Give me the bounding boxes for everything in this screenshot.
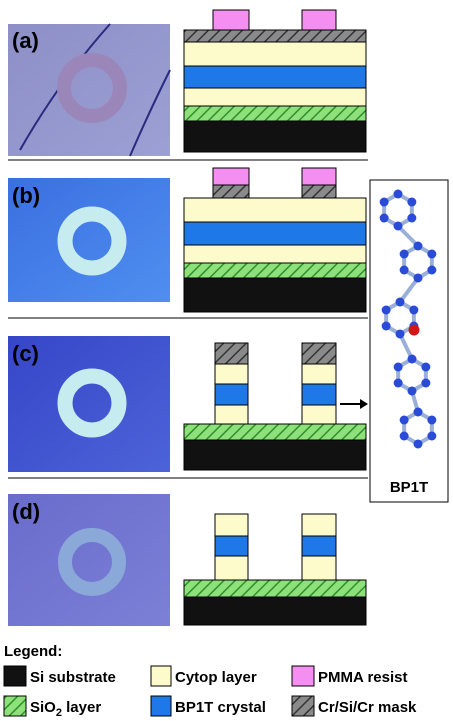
atom	[393, 378, 403, 388]
bond	[398, 333, 414, 360]
atom	[381, 305, 391, 315]
atom	[395, 329, 405, 339]
schematic-d	[183, 513, 367, 626]
panel-label: (c)	[12, 341, 39, 366]
molecule-box	[369, 179, 449, 503]
legend-subscript: 2	[56, 707, 62, 719]
atom	[393, 189, 403, 199]
schematic-b	[183, 167, 367, 313]
legend-title: Legend:	[4, 643, 62, 660]
atom	[399, 249, 409, 259]
atom	[407, 197, 417, 207]
legend-label: PMMA resist	[318, 669, 407, 686]
bond	[396, 224, 420, 248]
atom	[427, 415, 437, 425]
legend-label: SiO2 layer	[30, 699, 101, 719]
legend-label: Cr/Si/Cr mask	[318, 699, 417, 716]
atom	[413, 439, 423, 449]
atom	[379, 197, 389, 207]
atom	[393, 221, 403, 231]
schematic-c	[183, 342, 367, 471]
atom	[399, 265, 409, 275]
atom	[407, 354, 417, 364]
atom	[399, 415, 409, 425]
atom	[427, 265, 437, 275]
panel-label: (a)	[12, 28, 39, 53]
atom	[407, 386, 417, 396]
atom	[381, 321, 391, 331]
photos	[8, 23, 171, 626]
atom	[413, 407, 423, 417]
bond	[398, 276, 420, 304]
legend-label: Si substrate	[30, 669, 116, 686]
panel-label: (d)	[12, 499, 40, 524]
atom	[379, 213, 389, 223]
legend-text: SiO	[30, 699, 56, 716]
atom	[395, 297, 405, 307]
legend-label: BP1T crystal	[175, 699, 266, 716]
atom	[421, 362, 431, 372]
legend-swatches	[3, 665, 315, 717]
atom	[399, 431, 409, 441]
atom	[413, 241, 423, 251]
atom	[427, 431, 437, 441]
atom	[393, 362, 403, 372]
molecule-label: BP1T	[390, 479, 428, 496]
legend-label: Cytop layer	[175, 669, 257, 686]
schematic-a	[183, 9, 367, 153]
separators	[8, 159, 368, 479]
molecule	[379, 189, 437, 449]
atom	[408, 324, 420, 336]
arrow-head	[360, 399, 368, 409]
panel-label: (b)	[12, 183, 40, 208]
atom	[427, 249, 437, 259]
atom	[421, 378, 431, 388]
atom	[407, 213, 417, 223]
atom	[413, 273, 423, 283]
legend-text: layer	[62, 699, 101, 716]
atom	[409, 305, 419, 315]
